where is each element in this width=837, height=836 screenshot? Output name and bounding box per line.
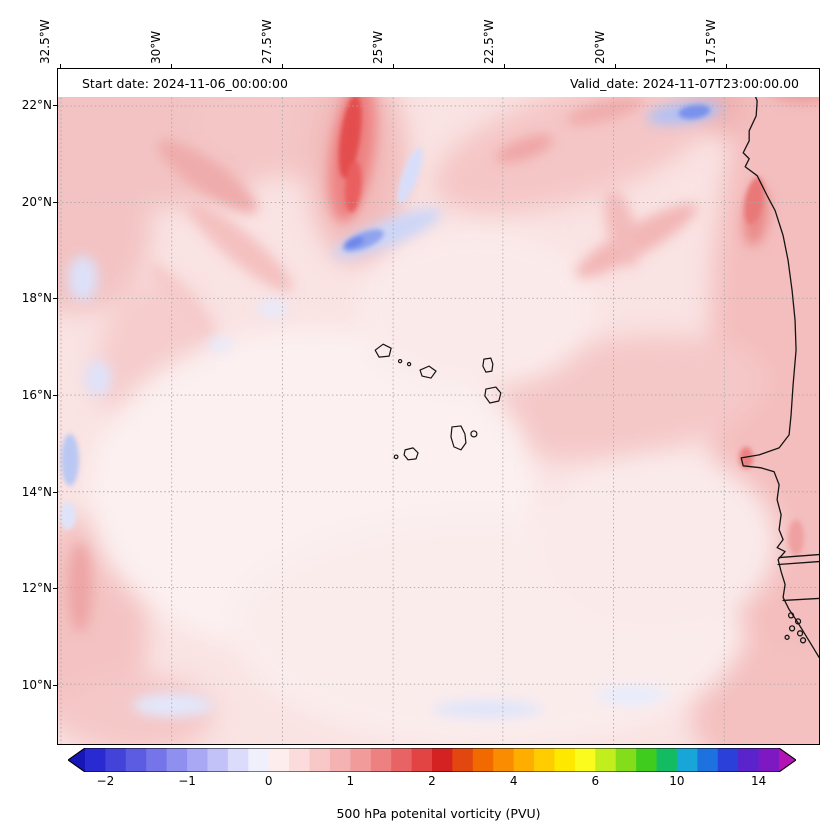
y-tick-mark (53, 105, 57, 106)
river-line (777, 560, 819, 566)
colorbar (67, 747, 797, 773)
colorbar-label: 500 hPa potenital vorticity (PVU) (336, 806, 541, 821)
coastal-island (788, 625, 796, 632)
y-tick-label: 20°N (21, 195, 52, 209)
river-line (782, 597, 819, 602)
colorbar-tick-label: 6 (591, 774, 600, 788)
colorbar-tick-label: 14 (750, 774, 767, 788)
colorbar-tick-label: 2 (428, 774, 436, 788)
x-tick-mark (171, 64, 172, 68)
y-tick-label: 22°N (21, 98, 52, 112)
start-date-label: Start date: 2024-11-06_00:00:00 (82, 75, 288, 91)
coastline (740, 69, 819, 658)
title-band: Start date: 2024-11-06_00:00:00 Valid_da… (58, 69, 819, 97)
x-tick-label: 30°W (149, 30, 163, 64)
x-tick-label: 22.5°W (482, 19, 496, 64)
y-tick-label: 10°N (21, 678, 52, 692)
x-tick-mark (726, 64, 727, 68)
valid-date-label: Valid_date: 2024-11-07T23:00:00.00 (569, 75, 799, 91)
coastal-island (796, 630, 804, 637)
colorbar-svg (67, 747, 797, 773)
y-tick-label: 12°N (21, 581, 52, 595)
x-tick-label: 17.5°W (704, 19, 718, 64)
colorbar-ticks: −2 −1 0 1 2 4 6 10 14 (85, 774, 779, 790)
x-tick-mark (393, 64, 394, 68)
y-tick-mark (53, 202, 57, 203)
y-tick-mark (53, 685, 57, 686)
map-svg (58, 69, 819, 744)
coastal-island (787, 612, 795, 619)
coastal-island (784, 634, 790, 640)
colorbar-tick-label: 4 (509, 774, 518, 788)
coastal-island (794, 618, 802, 625)
x-tick-mark (615, 64, 616, 68)
x-tick-mark (504, 64, 505, 68)
river-line (778, 553, 819, 559)
y-tick-mark (53, 298, 57, 299)
y-tick-mark (53, 395, 57, 396)
y-tick-label: 18°N (21, 291, 52, 305)
colorbar-tick-label: 0 (264, 774, 273, 788)
y-tick-mark (53, 492, 57, 493)
graticule (58, 69, 819, 744)
pv-field (58, 69, 819, 744)
x-tick-label: 25°W (371, 30, 385, 64)
x-tick-label: 20°W (593, 30, 607, 64)
colorbar-tick-label: −1 (178, 774, 196, 788)
y-tick-label: 14°N (21, 485, 52, 499)
colorbar-tick-label: 1 (346, 774, 355, 788)
colorbar-tick-label: −2 (96, 774, 115, 788)
plot-area: Start date: 2024-11-06_00:00:00 Valid_da… (57, 68, 820, 745)
y-tick-label: 16°N (21, 388, 52, 402)
coastal-island (799, 637, 807, 644)
x-tick-label: 27.5°W (260, 19, 274, 64)
x-tick-mark (282, 64, 283, 68)
x-tick-label: 32.5°W (38, 19, 52, 64)
colorbar-tick-label: 10 (669, 774, 685, 788)
x-tick-mark (60, 64, 61, 68)
y-tick-mark (53, 588, 57, 589)
cape-verde-islands (374, 343, 502, 461)
